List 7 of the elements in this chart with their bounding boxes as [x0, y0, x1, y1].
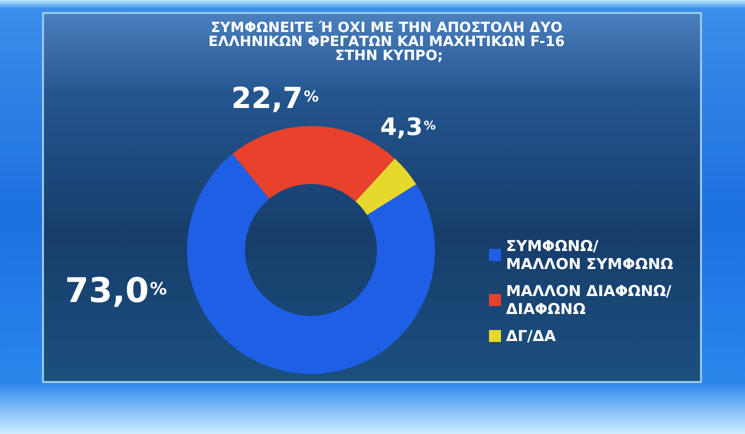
legend-label: ΣΥΜΦΩΝΩ/ ΜΑΛΛΟΝ ΣΥΜΦΩΝΩ	[506, 237, 674, 273]
data-label: 4,3%	[380, 113, 436, 141]
data-label: 22,7%	[231, 81, 319, 115]
legend-label: ΔΓ/ΔΑ	[506, 327, 556, 345]
data-label: 73,0%	[65, 271, 167, 311]
legend-label: ΜΑΛΛΟΝ ΔΙΑΦΩΝΩ/ ΔΙΑΦΩΝΩ	[506, 282, 672, 318]
chart-title: ΣΥΜΦΩΝΕΙΤΕ Ή ΟΧΙ ΜΕ ΤΗΝ ΑΠΟΣΤΟΛΗ ΔΥΟ ΕΛΛΗΝΙΚΩΝ ΦΡΕΓΑΤΩΝ ΚΑΙ ΜΑΧΗΤΙΚΩΝ F-16 ΣΤΗΝ ΚΥΠΡΟ;	[208, 20, 570, 64]
